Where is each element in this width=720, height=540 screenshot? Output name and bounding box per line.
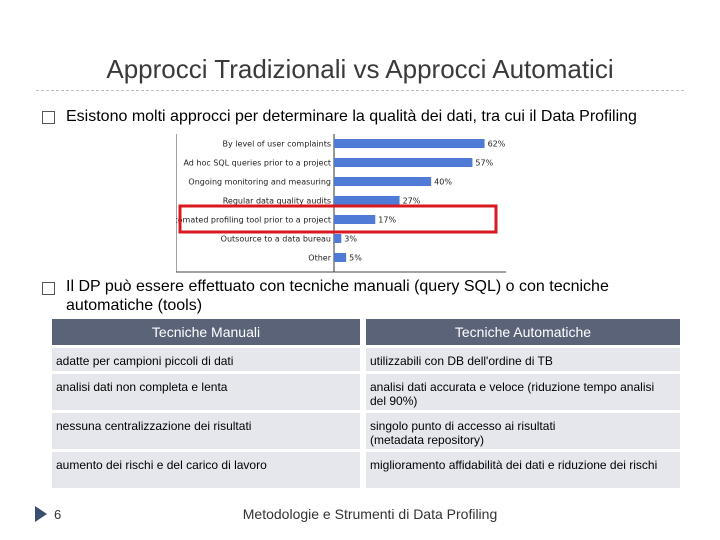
chart-category-label: Ongoing monitoring and measuring xyxy=(188,178,331,187)
cell-text: analisi dati accurata e veloce (riduzion… xyxy=(370,380,655,394)
cell-manual: nessuna centralizzazione dei risultati xyxy=(52,413,360,449)
bullet-text-2: Il DP può essere effettuato con tecniche… xyxy=(66,277,609,315)
title-divider xyxy=(36,90,684,91)
chart-category-label: Other xyxy=(308,254,331,263)
chart-value-label: 27% xyxy=(403,197,421,206)
chart-category-label: Automated profiling tool prior to a proj… xyxy=(176,216,331,225)
cell-automatic: miglioramento affidabilità dei dati e ri… xyxy=(366,452,680,488)
cell-automatic: analisi dati accurata e veloce (riduzion… xyxy=(366,374,680,410)
footer-arrow-icon xyxy=(35,506,47,522)
table-row: adatte per campioni piccoli di dati util… xyxy=(52,348,680,371)
chart-bar xyxy=(334,177,432,186)
cell-text: utilizzabili con DB dell'ordine di TB xyxy=(370,354,553,368)
cell-automatic: singolo punto di accesso ai risultati (m… xyxy=(366,413,680,449)
bullet-checkbox-icon xyxy=(42,282,55,295)
cell-automatic: utilizzabili con DB dell'ordine di TB xyxy=(366,348,680,371)
cell-text: analisi dati non completa e lenta xyxy=(56,380,228,394)
chart-value-label: 3% xyxy=(344,235,357,244)
slide-title: Approcci Tradizionali vs Approcci Automa… xyxy=(106,54,614,84)
chart-bar xyxy=(334,253,347,262)
chart-value-label: 5% xyxy=(349,254,362,263)
chart-bar xyxy=(334,158,473,167)
chart-bar xyxy=(334,139,485,148)
cell-text: nessuna centralizzazione dei risultati xyxy=(56,419,252,433)
header-automatic: Tecniche Automatiche xyxy=(366,319,680,345)
table-row: analisi dati non completa e lenta analis… xyxy=(52,374,680,410)
comparison-table: Tecniche Manuali Tecniche Automatiche ad… xyxy=(52,319,680,488)
chart-value-label: 57% xyxy=(475,159,493,168)
chart-category-label: Regular data quality audits xyxy=(223,197,331,206)
cell-manual: analisi dati non completa e lenta xyxy=(52,374,360,410)
chart-bar xyxy=(334,196,400,205)
bar-chart: By level of user complaints 62% Ad hoc SQL… xyxy=(176,134,506,274)
table-header-row: Tecniche Manuali Tecniche Automatiche xyxy=(52,319,680,345)
table-row: aumento dei rischi e del carico di lavor… xyxy=(52,452,680,488)
footer-title: Metodologie e Strumenti di Data Profilin… xyxy=(242,506,498,522)
bullet-checkbox-icon xyxy=(42,111,55,124)
cell-text: singolo punto di accesso ai risultati xyxy=(370,419,556,433)
cell-text: (metadata repository) xyxy=(370,433,485,447)
header-manual: Tecniche Manuali xyxy=(52,319,360,345)
chart-value-label: 40% xyxy=(434,178,452,187)
bullet-text-2-line-2: automatiche (tools) xyxy=(66,297,203,314)
highlight-box xyxy=(178,204,498,234)
bullet-text-2-line-1: Il DP può essere effettuato con tecniche… xyxy=(66,278,609,295)
cell-text: adatte per campioni piccoli di dati xyxy=(56,354,234,368)
cell-manual: adatte per campioni piccoli di dati xyxy=(52,348,360,371)
chart-category-label: Ad hoc SQL queries prior to a project xyxy=(183,159,331,168)
page-number: 6 xyxy=(54,507,62,522)
cell-text: miglioramento affidabilità dei dati e ri… xyxy=(370,458,658,472)
table-row: nessuna centralizzazione dei risultati s… xyxy=(52,413,680,449)
chart-category-label: Outsource to a data bureau xyxy=(221,235,331,244)
chart-bar xyxy=(334,234,342,243)
chart-category-label: By level of user complaints xyxy=(223,140,331,149)
cell-text: aumento dei rischi e del carico di lavor… xyxy=(56,458,267,472)
chart-bar xyxy=(334,215,376,224)
bullet-text-1: Esistono molti approcci per determinare … xyxy=(66,108,637,125)
chart-value-label: 62% xyxy=(488,140,506,149)
cell-manual: aumento dei rischi e del carico di lavor… xyxy=(52,452,360,488)
chart-value-label: 17% xyxy=(378,216,396,225)
cell-text: del 90%) xyxy=(370,394,418,408)
